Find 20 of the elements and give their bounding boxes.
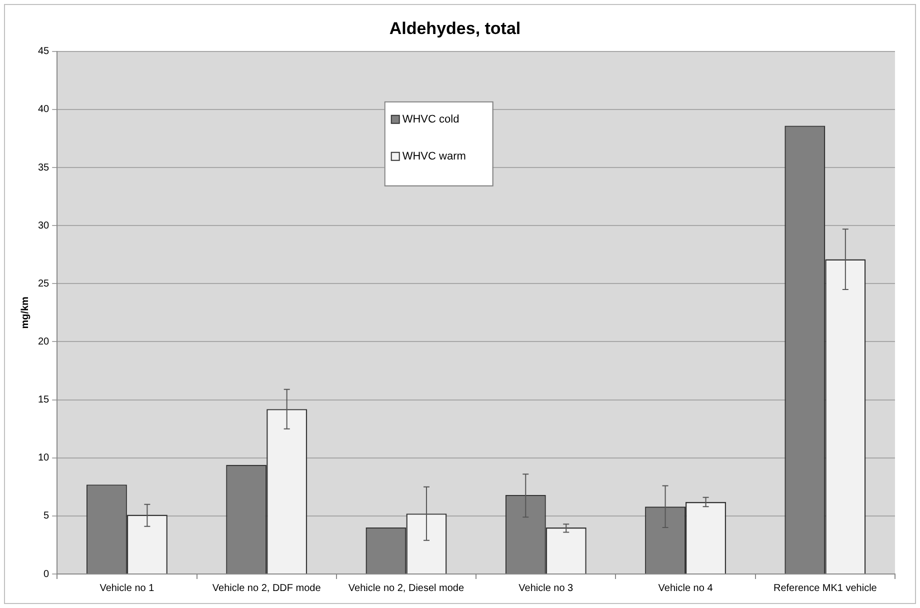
y-tick-label: 25 (38, 278, 50, 290)
y-tick-label: 35 (38, 162, 50, 174)
y-tick-label: 30 (38, 220, 50, 232)
legend-label: WHVC warm (402, 150, 466, 162)
y-tick-label: 40 (38, 104, 50, 116)
x-tick-label: Reference MK1 vehicle (773, 582, 878, 594)
legend-label: WHVC cold (402, 113, 460, 126)
x-tick-label: Vehicle no 4 (658, 582, 714, 594)
x-tick-label: Vehicle no 2, Diesel mode (348, 582, 464, 594)
y-tick-label: 10 (38, 452, 50, 464)
x-tick-label: Vehicle no 1 (100, 582, 155, 594)
y-axis-title: mg/km (20, 296, 31, 329)
y-tick-label: 5 (44, 510, 50, 522)
x-tick-label: Vehicle no 2, DDF mode (212, 582, 322, 594)
y-tick-label: 20 (38, 336, 50, 348)
y-tick-label: 15 (38, 394, 50, 406)
x-tick-label: Vehicle no 3 (518, 582, 574, 594)
y-tick-label: 45 (38, 46, 50, 58)
y-tick-label: 0 (44, 568, 50, 580)
chart-title: Aldehydes, total (389, 18, 521, 38)
